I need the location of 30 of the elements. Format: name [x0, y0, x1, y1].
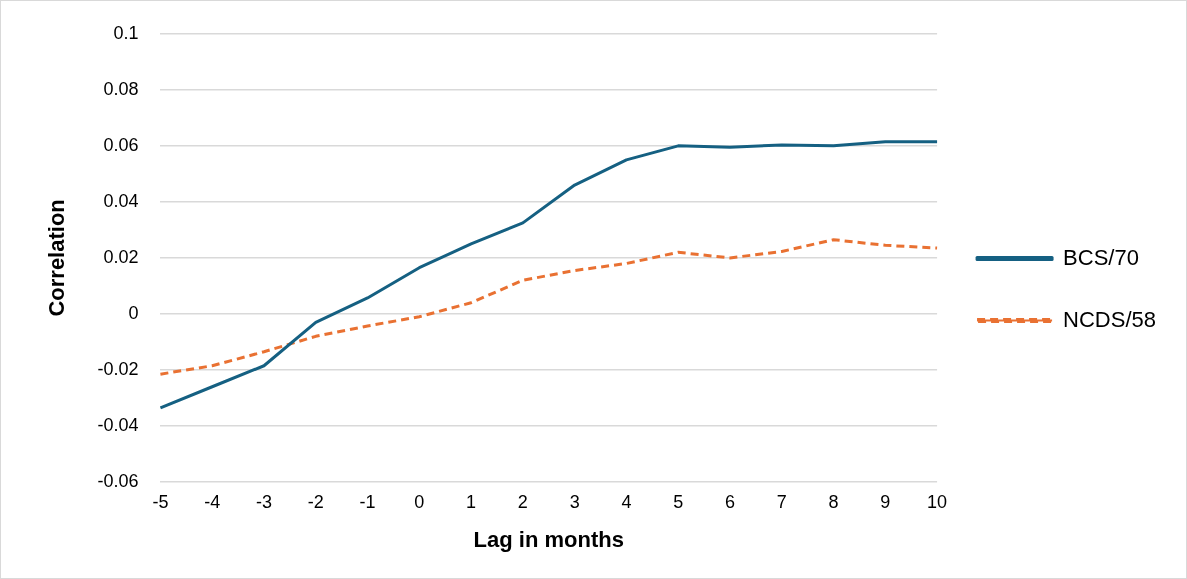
- x-tick-label: -1: [359, 491, 376, 512]
- legend-label: NCDS/58: [1063, 306, 1156, 332]
- y-axis-title: Correlation: [44, 199, 70, 317]
- x-tick-label: 10: [927, 491, 948, 512]
- y-tick-label: -0.06: [97, 470, 139, 491]
- x-tick-label: 5: [673, 491, 684, 512]
- x-tick-label: 1: [466, 491, 477, 512]
- x-axis-title: Lag in months: [473, 526, 624, 552]
- y-tick-label: -0.02: [97, 358, 139, 379]
- y-tick-label: 0.06: [103, 134, 139, 155]
- x-tick-label: 7: [776, 491, 787, 512]
- x-tick-label: 3: [569, 491, 580, 512]
- x-tick-label: 0: [414, 491, 425, 512]
- x-tick-label: 2: [517, 491, 528, 512]
- x-tick-label: 4: [621, 491, 632, 512]
- x-tick-label: 9: [880, 491, 891, 512]
- y-tick-label: 0: [128, 302, 139, 323]
- y-tick-label: 0.02: [103, 246, 139, 267]
- x-tick-label: 6: [724, 491, 735, 512]
- x-tick-label: -4: [204, 491, 221, 512]
- x-tick-label: -3: [255, 491, 272, 512]
- y-tick-label: 0.1: [113, 22, 139, 43]
- y-tick-label: 0.08: [103, 78, 139, 99]
- y-tick-label: -0.04: [97, 414, 139, 435]
- legend-label: BCS/70: [1063, 244, 1139, 270]
- x-tick-label: -2: [307, 491, 324, 512]
- x-tick-label: -5: [152, 491, 169, 512]
- x-tick-label: 8: [828, 491, 839, 512]
- y-tick-label: 0.04: [103, 190, 139, 211]
- line-series: [158, 238, 939, 376]
